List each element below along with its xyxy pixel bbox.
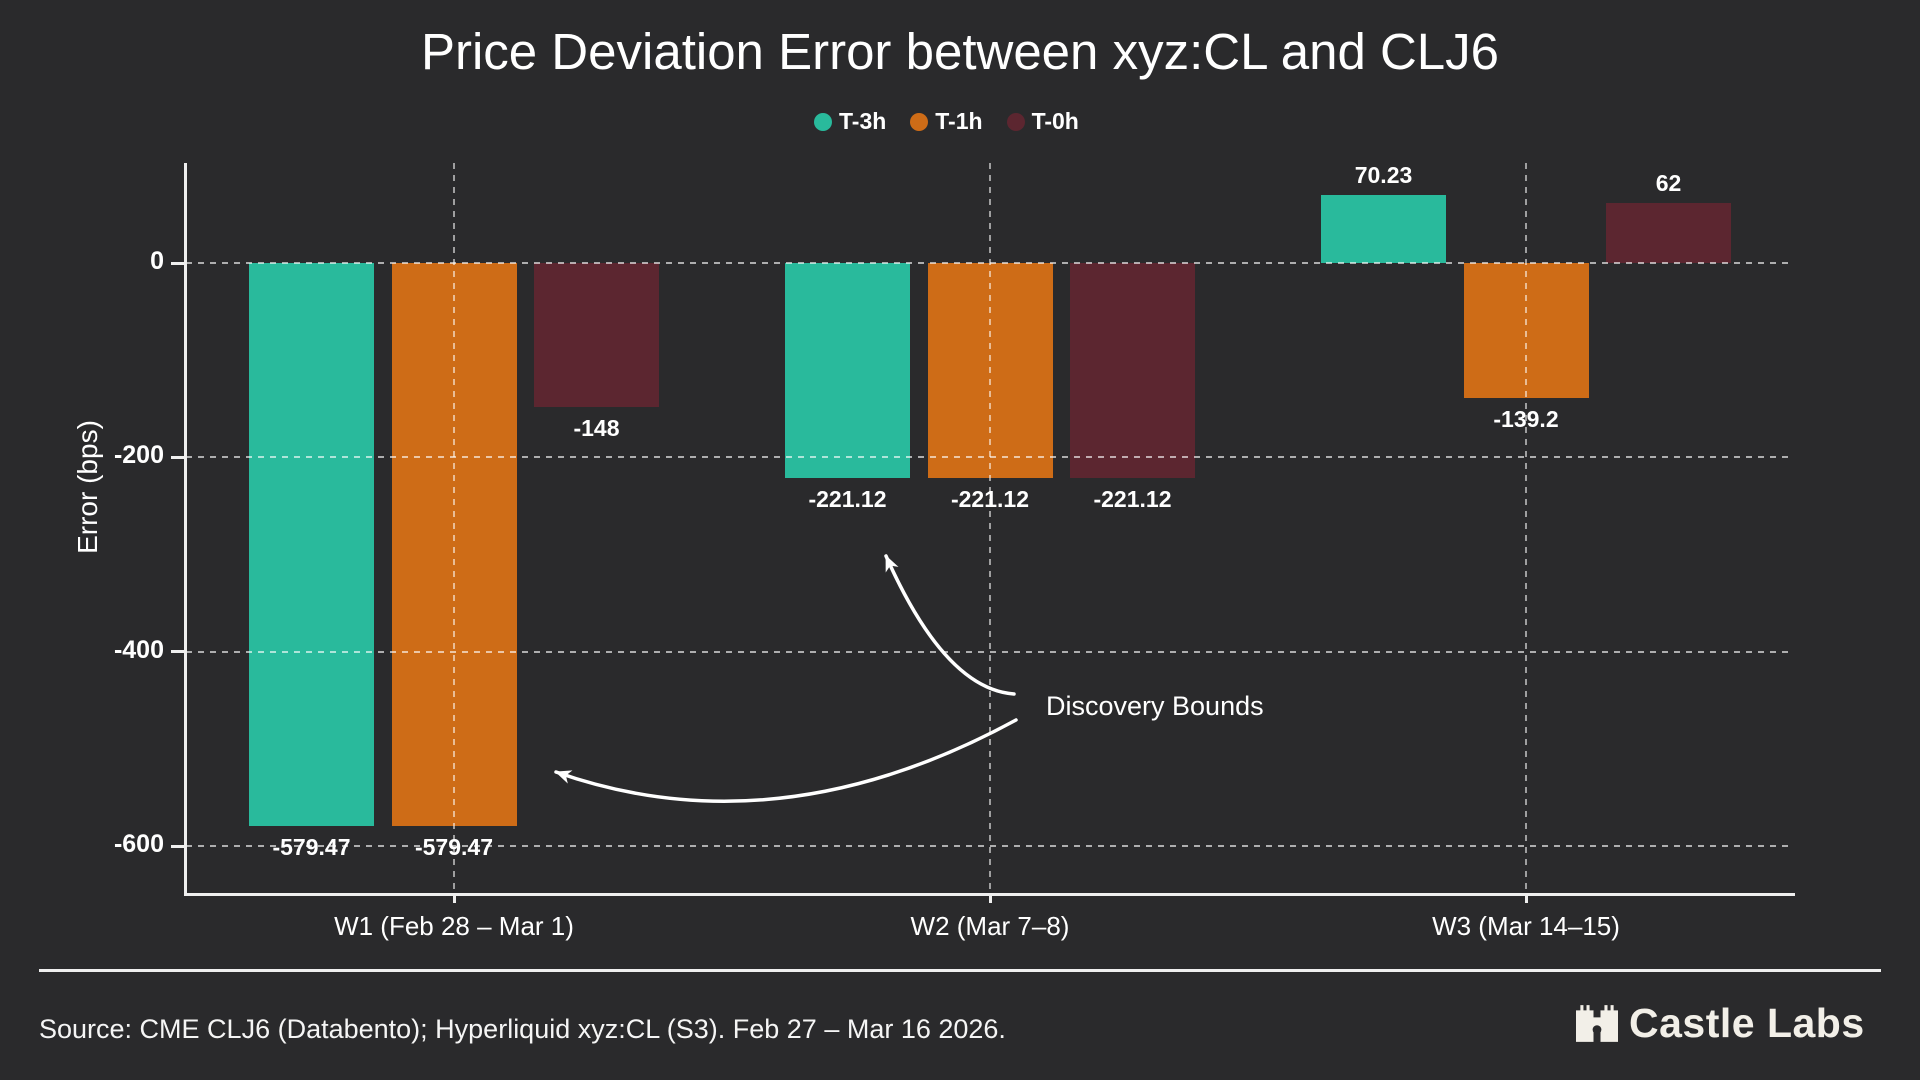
legend-label-t-1h: T-1h	[935, 108, 983, 134]
legend-item-t-1h: T-1h	[910, 108, 983, 135]
value-label-w2-t-0h: -221.12	[1093, 485, 1172, 512]
x-tick-label: W1 (Feb 28 – Mar 1)	[334, 911, 574, 941]
bar-w1-t-3h	[249, 263, 374, 827]
y-axis-tick	[171, 650, 186, 654]
annotation-label: Discovery Bounds	[1046, 691, 1264, 721]
horizontal-gridline	[186, 650, 1792, 653]
x-tick-label: W2 (Mar 7–8)	[910, 911, 1070, 941]
x-axis-tick	[1524, 893, 1528, 903]
vertical-gridline	[1525, 163, 1527, 893]
bar-w1-t-0h	[534, 263, 659, 407]
chart-title: Price Deviation Error between xyz:CL and…	[420, 23, 1500, 80]
legend-swatch-t-1h	[910, 112, 929, 131]
value-label-w3-t-0h: 62	[1655, 169, 1682, 196]
y-axis-tick	[171, 844, 186, 848]
brand-name: Castle Labs	[1629, 1000, 1865, 1046]
horizontal-gridline	[186, 262, 1792, 264]
y-tick-label: 0	[150, 247, 164, 275]
value-label-w3-t-1h: -139.2	[1493, 406, 1559, 433]
value-label-w1-t-0h: -148	[573, 414, 620, 441]
value-label-w2-t-3h: -221.12	[808, 485, 887, 512]
legend: T-3h T-1h T-0h	[814, 108, 1079, 135]
vertical-gridline	[453, 163, 455, 893]
horizontal-gridline	[186, 845, 1792, 848]
bar-w3-t-0h	[1606, 202, 1731, 263]
value-label-w2-t-1h: -221.12	[950, 485, 1029, 512]
castle-icon	[1576, 1005, 1618, 1042]
bar-w3-t-3h	[1321, 194, 1446, 263]
y-tick-label: -200	[113, 441, 164, 470]
value-label-w1-t-1h: -579.47	[414, 834, 493, 861]
vertical-gridline	[989, 163, 991, 893]
source-text: Source: CME CLJ6 (Databento); Hyperliqui…	[39, 1014, 1006, 1044]
legend-item-t-0h: T-0h	[1006, 108, 1079, 135]
x-axis-tick	[988, 893, 992, 903]
footer-divider	[39, 969, 1881, 972]
x-axis-tick	[452, 893, 456, 903]
y-axis-line	[184, 163, 187, 896]
value-label-w1-t-3h: -579.47	[272, 834, 351, 861]
bar-w2-t-3h	[785, 263, 910, 478]
legend-item-t-3h: T-3h	[814, 108, 886, 135]
horizontal-gridline	[186, 456, 1792, 459]
legend-swatch-t-0h	[1006, 112, 1025, 131]
legend-label-t-0h: T-0h	[1031, 108, 1079, 134]
y-axis-tick	[171, 261, 186, 265]
brand-logo: Castle Labs	[1576, 1000, 1865, 1047]
y-axis-tick	[171, 455, 186, 459]
y-tick-label: -600	[113, 830, 164, 859]
bar-w2-t-0h	[1070, 263, 1195, 478]
y-tick-label: -400	[113, 635, 164, 664]
legend-label-t-3h: T-3h	[839, 108, 887, 134]
legend-swatch-t-3h	[814, 112, 832, 131]
value-label-w3-t-3h: 70.23	[1354, 161, 1413, 188]
x-tick-label: W3 (Mar 14–15)	[1432, 911, 1620, 941]
y-axis-title: Error (bps)	[72, 420, 103, 554]
